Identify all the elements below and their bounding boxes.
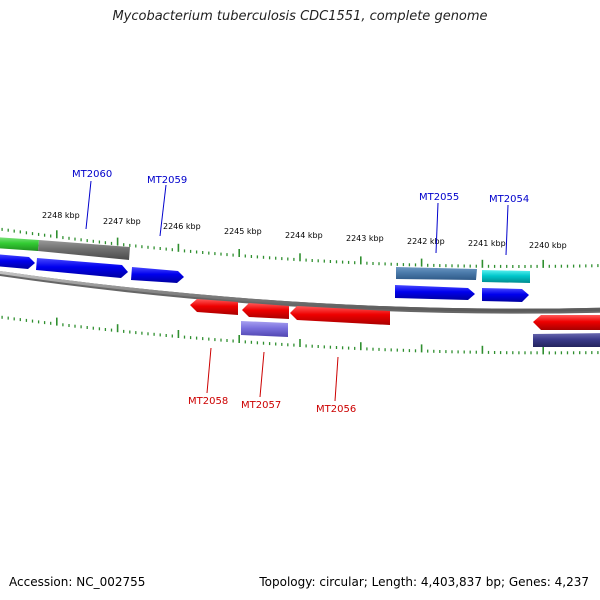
connector-mt2057	[259, 351, 265, 398]
ruler-label-2248: 2248 kbp	[42, 211, 80, 220]
reverse-ruler-ticks	[1, 315, 599, 355]
gene-feature-cyan[interactable]	[482, 270, 530, 283]
ruler-label-2247: 2247 kbp	[103, 217, 141, 226]
ruler-label-2243: 2243 kbp	[346, 234, 384, 243]
gene-feature-navy[interactable]	[533, 333, 600, 347]
gene-feature-green[interactable]	[0, 237, 39, 251]
label-connectors	[85, 180, 509, 402]
connector-mt2055	[435, 202, 439, 254]
reverse-outer-track	[241, 321, 600, 347]
forward-outer-track	[0, 237, 530, 283]
connector-mt2054	[505, 204, 509, 256]
ruler-label-2240: 2240 kbp	[529, 241, 567, 250]
gene-labels: MT2060 MT2059 MT2055 MT2054 MT2058 MT205…	[72, 169, 529, 415]
gene-arrow-mt2057[interactable]	[242, 303, 289, 319]
gene-feature-gray[interactable]	[38, 240, 130, 260]
gene-arrow-mt2056[interactable]	[290, 306, 390, 325]
genome-backbone	[0, 270, 600, 312]
gene-label-mt2058[interactable]: MT2058	[188, 396, 228, 407]
forward-ruler-ticks	[1, 227, 599, 268]
gene-label-mt2059[interactable]: MT2059	[147, 175, 187, 186]
gene-arrow-blue-1[interactable]	[0, 254, 35, 269]
gene-arrow-mt2059[interactable]	[131, 267, 184, 283]
gene-feature-steel[interactable]	[396, 267, 477, 280]
gene-arrow-mt2054[interactable]	[482, 288, 529, 302]
gene-arrow-red-edge[interactable]	[533, 315, 600, 330]
ruler-label-2246: 2246 kbp	[163, 222, 201, 231]
gene-arrow-mt2055[interactable]	[395, 285, 475, 300]
connector-mt2058	[206, 347, 212, 394]
ruler-labels: 2248 kbp 2247 kbp 2246 kbp 2245 kbp 2244…	[42, 211, 567, 250]
connector-mt2059	[159, 184, 167, 237]
gene-feature-lavender[interactable]	[241, 321, 288, 337]
topology-text: Topology: circular; Length: 4,403,837 bp…	[259, 575, 589, 589]
gene-label-mt2060[interactable]: MT2060	[72, 169, 112, 180]
reverse-inner-track	[190, 299, 600, 330]
gene-label-mt2056[interactable]: MT2056	[316, 404, 356, 415]
ruler-label-2244: 2244 kbp	[285, 231, 323, 240]
gene-arrow-mt2058[interactable]	[190, 299, 238, 315]
ruler-label-2241: 2241 kbp	[468, 239, 506, 248]
forward-inner-track	[0, 254, 529, 302]
map-title: Mycobacterium tuberculosis CDC1551, comp…	[112, 9, 488, 24]
accession-text: Accession: NC_002755	[9, 575, 146, 589]
gene-label-mt2057[interactable]: MT2057	[241, 400, 281, 411]
gene-label-mt2055[interactable]: MT2055	[419, 192, 459, 203]
connector-mt2060	[85, 180, 92, 230]
ruler-label-2245: 2245 kbp	[224, 227, 262, 236]
gene-label-mt2054[interactable]: MT2054	[489, 194, 529, 205]
gene-arrow-mt2060[interactable]	[36, 258, 128, 278]
ruler-label-2242: 2242 kbp	[407, 237, 445, 246]
connector-mt2056	[334, 356, 339, 402]
